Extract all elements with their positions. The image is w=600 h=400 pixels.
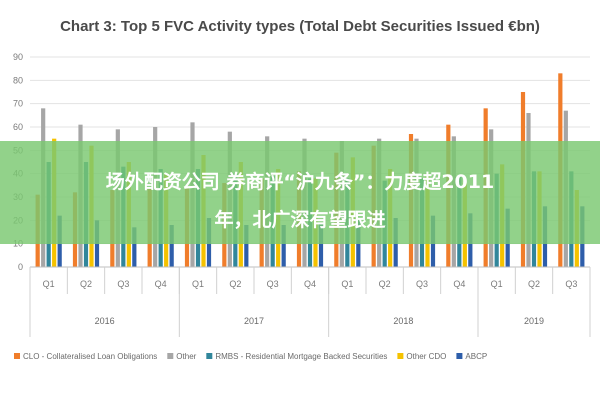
legend-label: ABCP bbox=[465, 352, 487, 361]
legend-swatch bbox=[167, 353, 174, 359]
watermark-text-line1: 场外配资公司 券商评“沪九条”：力度超2011 bbox=[105, 171, 495, 193]
y-tick-label: 70 bbox=[13, 99, 23, 109]
bar bbox=[132, 227, 137, 267]
legend-swatch bbox=[456, 353, 463, 359]
x-tick-label: Q1 bbox=[43, 279, 55, 289]
y-tick-label: 0 bbox=[18, 262, 23, 272]
x-tick-label: Q4 bbox=[155, 279, 167, 289]
year-label: 2016 bbox=[95, 316, 115, 326]
legend-label: Other bbox=[176, 352, 196, 361]
watermark-banner bbox=[0, 141, 600, 244]
x-tick-label: Q3 bbox=[117, 279, 129, 289]
legend: CLO - Collateralised Loan Obligations Oth… bbox=[14, 352, 487, 361]
bar bbox=[318, 222, 324, 267]
year-label: 2017 bbox=[244, 316, 264, 326]
bar bbox=[281, 225, 286, 267]
x-tick-label: Q1 bbox=[192, 279, 204, 289]
bar bbox=[244, 225, 249, 267]
year-label: 2018 bbox=[393, 316, 413, 326]
y-tick-label: 80 bbox=[13, 75, 23, 85]
year-label: 2019 bbox=[524, 316, 544, 326]
x-tick-label: Q1 bbox=[341, 279, 353, 289]
x-tick-label: Q3 bbox=[565, 279, 577, 289]
watermark-text-line2: 年，北广深有望跟进 bbox=[214, 209, 386, 231]
legend-swatch bbox=[14, 353, 20, 359]
x-tick-label: Q2 bbox=[229, 279, 241, 289]
x-axis: Q1 Q2 Q3 Q4 Q1 Q2 Q3 Q4 Q1 Q2 Q3 Q4 Q1 Q2 Q3 2016 2017 20… bbox=[29, 266, 591, 337]
y-tick-label: 90 bbox=[13, 52, 23, 62]
legend-label: CLO - Collateralised Loan Obligations bbox=[23, 352, 157, 361]
legend-swatch bbox=[397, 353, 404, 359]
chart-title: Chart 3: Top 5 FVC Activity types (Total… bbox=[60, 18, 540, 35]
x-tick-label: Q3 bbox=[267, 279, 279, 289]
x-tick-label: Q2 bbox=[379, 279, 391, 289]
x-tick-label: Q4 bbox=[304, 279, 316, 289]
x-tick-label: Q4 bbox=[453, 279, 465, 289]
x-tick-label: Q2 bbox=[528, 279, 540, 289]
bar bbox=[169, 225, 174, 267]
y-tick-label: 60 bbox=[13, 122, 23, 132]
x-tick-label: Q2 bbox=[80, 279, 92, 289]
x-tick-label: Q1 bbox=[491, 279, 503, 289]
x-tick-label: Q3 bbox=[416, 279, 428, 289]
legend-swatch bbox=[206, 353, 213, 359]
legend-label: Other CDO bbox=[406, 352, 446, 361]
legend-label: RMBS - Residential Mortgage Backed Secur… bbox=[215, 352, 387, 361]
